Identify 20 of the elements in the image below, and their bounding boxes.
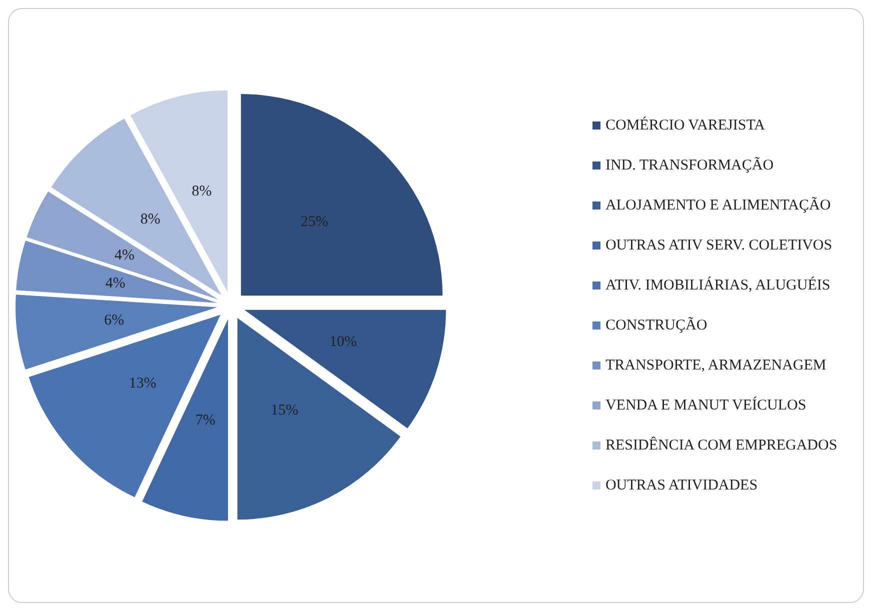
data-label: 4% — [114, 247, 134, 264]
data-label: 10% — [329, 334, 357, 350]
data-label: 7% — [195, 412, 216, 428]
legend-label: ATIV. IMOBILIÁRIAS, ALUGUÉIS — [605, 276, 830, 294]
legend-label: CONSTRUÇÃO — [605, 316, 708, 334]
data-label: 15% — [270, 402, 298, 418]
data-label: 8% — [140, 212, 160, 228]
legend-label: IND. TRANSFORMAÇÃO — [605, 156, 774, 174]
legend-label: OUTRAS ATIV SERV. COLETIVOS — [605, 238, 832, 254]
legend-label: COMÉRCIO VAREJISTA — [605, 116, 766, 134]
legend-label: ALOJAMENTO E ALIMENTAÇÃO — [605, 196, 831, 214]
legend-label: TRANSPORTE, ARMAZENAGEM — [605, 358, 826, 374]
data-label: 13% — [128, 375, 156, 392]
data-label: 25% — [300, 214, 328, 230]
legend-label: OUTRAS ATIVIDADES — [605, 478, 758, 494]
data-label: 6% — [104, 312, 124, 328]
legend-label: RESIDÊNCIA COM EMPREGADOS — [605, 436, 838, 454]
legend-label: VENDA E MANUT VEÍCULOS — [605, 396, 806, 414]
data-label: 8% — [192, 183, 212, 200]
data-label: 4% — [105, 275, 126, 292]
